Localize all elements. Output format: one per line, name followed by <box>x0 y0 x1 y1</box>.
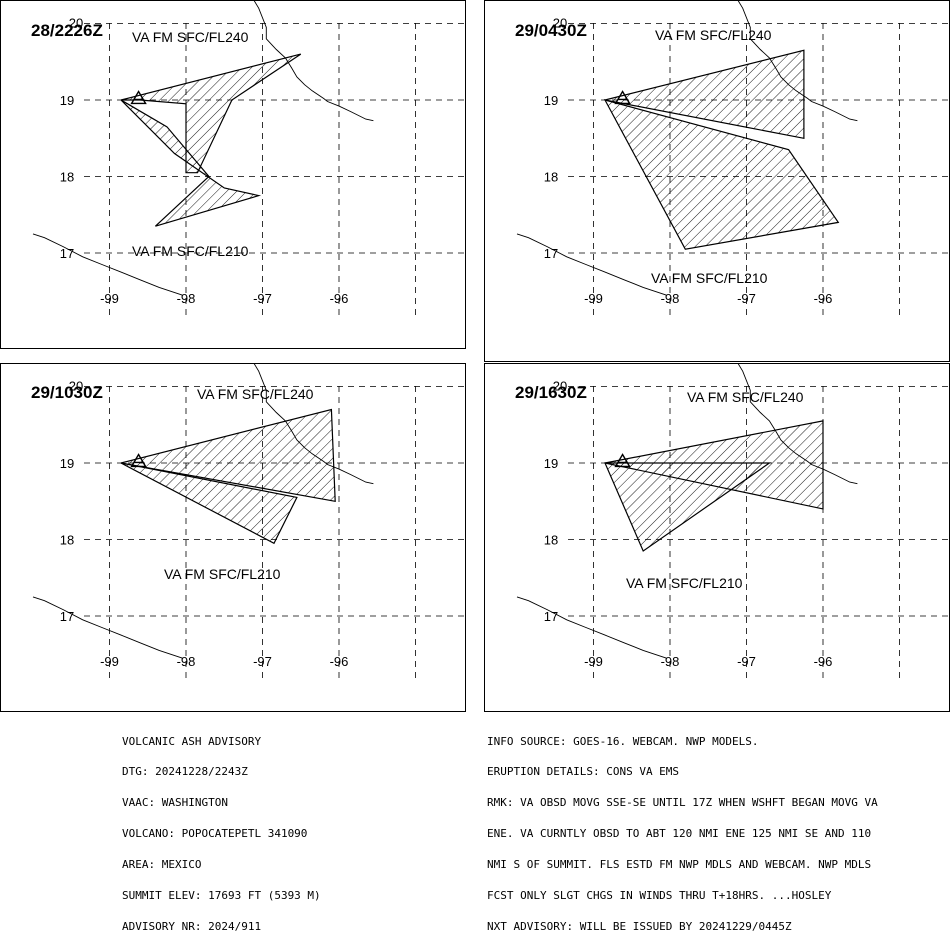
ash-polygon-lower <box>120 462 298 545</box>
upper-ash-label: VA FM SFC/FL240 <box>197 386 314 402</box>
lat-tick-label: 17 <box>60 609 74 624</box>
advisory-line: AREA: MEXICO <box>122 858 202 872</box>
lat-tick-label: 17 <box>544 609 558 624</box>
lon-tick-label: -97 <box>253 291 272 306</box>
lon-tick-label: -96 <box>814 654 833 669</box>
gulf-coastline <box>253 1 374 122</box>
advisory-line: SUMMIT ELEV: 17693 FT (5393 M) <box>122 889 321 903</box>
lat-tick-label: 20 <box>553 379 567 394</box>
advisory-line: RMK: VA OBSD MOVG SSE-SE UNTIL 17Z WHEN … <box>487 796 878 810</box>
upper-ash-label: VA FM SFC/FL240 <box>687 389 804 405</box>
lat-tick-label: 19 <box>544 456 558 471</box>
advisory-line: ENE. VA CURNTLY OBSD TO ABT 120 NMI ENE … <box>487 827 872 841</box>
volcano-icon <box>130 453 147 468</box>
panel-time: 28/2226Z <box>31 21 103 40</box>
volcano-icon <box>130 90 147 105</box>
pacific-coastline <box>32 596 183 659</box>
lon-tick-label: -96 <box>330 291 349 306</box>
lon-tick-label: -96 <box>814 291 833 306</box>
ash-polygon-upper <box>120 53 302 174</box>
lon-tick-label: -96 <box>330 654 349 669</box>
ash-polygon-upper <box>604 420 824 510</box>
panel-time: 29/1030Z <box>31 383 103 402</box>
lower-ash-label: VA FM SFC/FL210 <box>132 243 249 259</box>
lon-tick-label: -97 <box>737 654 756 669</box>
advisory-line: DTG: 20241228/2243Z <box>122 765 248 779</box>
lon-tick-label: -97 <box>737 291 756 306</box>
map-canvas: -99 -98 -97 -96 20 19 18 17 <box>32 364 465 680</box>
advisory-line: NXT ADVISORY: WILL BE ISSUED BY 20241229… <box>487 919 792 933</box>
lon-tick-label: -98 <box>661 291 680 306</box>
lat-lon-grid <box>568 386 949 680</box>
forecast-panel-4: -99 -98 -97 -96 20 19 18 17 29/1630Z VA FM SFC/… <box>484 363 950 712</box>
lat-tick-label: 19 <box>544 93 558 108</box>
panel-time: 29/0430Z <box>515 21 587 40</box>
volcano-icon <box>614 453 631 468</box>
pacific-coastline <box>32 233 183 296</box>
advisory-line: VAAC: WASHINGTON <box>122 796 228 810</box>
forecast-panel-1: -99 -98 -97 -96 20 19 18 17 28/2226Z VA FM SFC/… <box>0 0 466 349</box>
lat-tick-label: 17 <box>60 246 74 261</box>
advisory-line: ERUPTION DETAILS: CONS VA EMS <box>487 765 680 779</box>
advisory-right-text: INFO SOURCE: GOES-16. WEBCAM. NWP MODELS… <box>487 716 878 943</box>
lon-tick-label: -99 <box>100 291 119 306</box>
lat-tick-label: 20 <box>553 16 567 31</box>
upper-ash-label: VA FM SFC/FL240 <box>132 29 249 45</box>
lat-tick-label: 19 <box>60 456 74 471</box>
lower-ash-label: VA FM SFC/FL210 <box>626 575 743 591</box>
volcano-icon <box>614 90 631 105</box>
pacific-coastline <box>516 596 667 659</box>
advisory-line: ADVISORY NR: 2024/911 <box>122 919 262 933</box>
lower-ash-label: VA FM SFC/FL210 <box>164 566 281 582</box>
map-canvas: -99 -98 -97 -96 20 19 18 17 <box>516 1 949 317</box>
lat-tick-label: 17 <box>544 246 558 261</box>
advisory-line: INFO SOURCE: GOES-16. WEBCAM. NWP MODELS… <box>487 734 759 748</box>
forecast-panel-3: -99 -98 -97 -96 20 19 18 17 29/1030Z VA FM SFC/… <box>0 363 466 712</box>
lower-ash-label: VA FM SFC/FL210 <box>651 270 768 286</box>
advisory-line: NMI S OF SUMMIT. FLS ESTD FM NWP MDLS AN… <box>487 858 872 872</box>
lon-tick-label: -98 <box>661 654 680 669</box>
lon-tick-label: -99 <box>584 654 603 669</box>
lon-tick-label: -97 <box>253 654 272 669</box>
ash-polygon-upper <box>604 49 805 140</box>
advisory-line: VOLCANIC ASH ADVISORY <box>122 734 262 748</box>
lat-tick-label: 18 <box>544 170 558 185</box>
lon-tick-label: -99 <box>100 654 119 669</box>
ash-polygon-lower <box>603 99 840 250</box>
lat-tick-label: 19 <box>60 93 74 108</box>
panel-time: 29/1630Z <box>515 383 587 402</box>
lat-tick-label: 18 <box>60 170 74 185</box>
lat-tick-label: 20 <box>69 379 83 394</box>
lon-tick-label: -99 <box>584 291 603 306</box>
upper-ash-label: VA FM SFC/FL240 <box>655 27 772 43</box>
advisory-line: VOLCANO: POPOCATEPETL 341090 <box>122 827 308 841</box>
lon-tick-label: -98 <box>177 654 196 669</box>
lat-tick-label: 18 <box>60 533 74 548</box>
ash-polygon-upper <box>120 408 336 503</box>
map-canvas: -99 -98 -97 -96 20 19 18 17 <box>516 364 949 680</box>
lat-tick-label: 20 <box>69 16 83 31</box>
forecast-panel-2: -99 -98 -97 -96 20 19 18 17 29/0430Z VA FM SFC/… <box>484 0 950 362</box>
pacific-coastline <box>516 233 667 296</box>
lon-tick-label: -98 <box>177 291 196 306</box>
map-canvas: -99 -98 -97 -96 20 19 18 17 <box>32 1 465 317</box>
advisory-left-text: VOLCANIC ASH ADVISORY DTG: 20241228/2243… <box>122 716 321 943</box>
advisory-line: FCST ONLY SLGT CHGS IN WINDS THRU T+18HR… <box>487 889 832 903</box>
lat-tick-label: 18 <box>544 533 558 548</box>
